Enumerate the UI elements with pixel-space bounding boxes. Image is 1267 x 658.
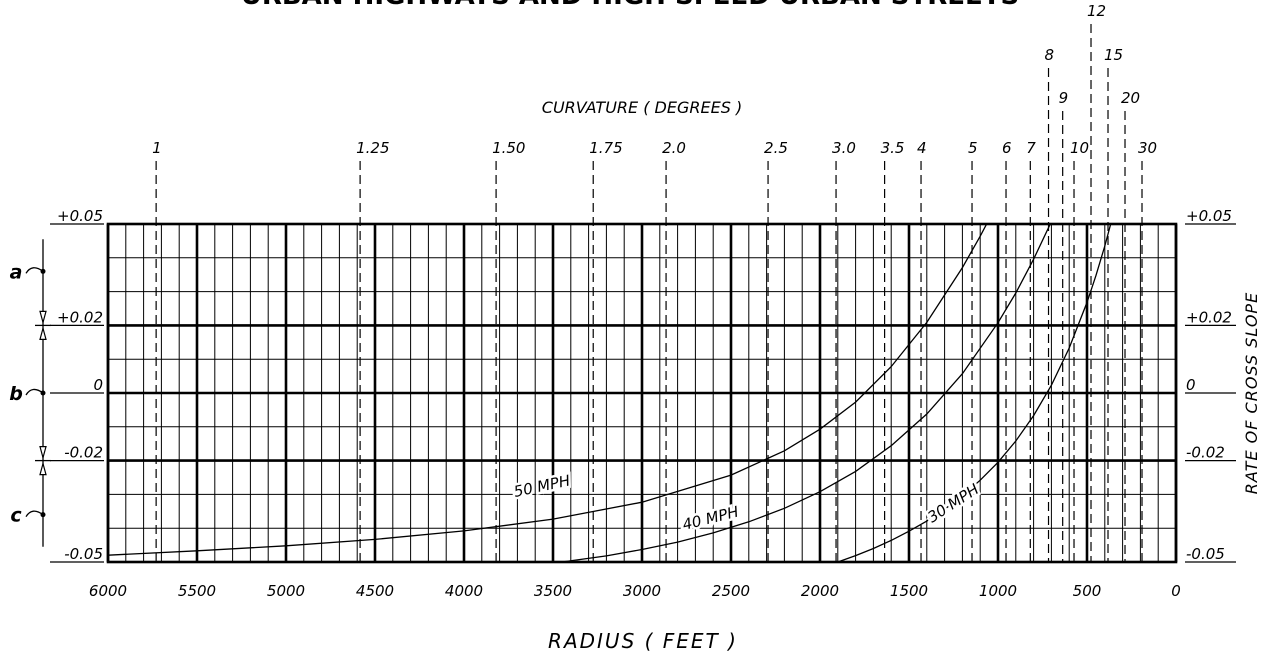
x-axis-title: RADIUS ( FEET ) <box>548 629 738 653</box>
y-tick-label-right: +0.02 <box>1186 308 1232 326</box>
y-tick-label-left: -0.05 <box>64 545 103 563</box>
x-tick-label: 0 <box>1171 582 1181 600</box>
zone-dot <box>40 390 46 396</box>
x-tick-label: 4000 <box>445 582 483 600</box>
zone-dot <box>40 512 46 518</box>
series-curve <box>108 224 988 556</box>
curvature-tick-label: 2.0 <box>662 139 686 157</box>
y-axis-title: RATE OF CROSS SLOPE <box>1242 292 1261 494</box>
curvature-tick-label: 2.5 <box>764 139 788 157</box>
curvature-tick-label: 30 <box>1138 139 1157 157</box>
x-tick-label: 6000 <box>89 582 127 600</box>
plot-frame <box>106 222 1178 564</box>
series-label: 30 MPH <box>924 480 982 526</box>
zone-label: b <box>9 383 23 405</box>
x-tick-label: 1000 <box>979 582 1017 600</box>
x-tick-label: 500 <box>1073 582 1102 600</box>
zone-leader <box>25 510 44 518</box>
series-curve <box>837 224 1112 562</box>
curvature-tick-label: 1.50 <box>492 139 525 157</box>
y-tick-label-right: +0.05 <box>1186 207 1232 225</box>
y-tick-label-left: +0.05 <box>57 207 103 225</box>
zone-leader <box>25 267 44 274</box>
grid <box>106 222 1178 564</box>
arrow-down-icon <box>39 446 47 460</box>
y-tick-label-right: 0 <box>1186 376 1196 394</box>
series-label: 50 MPH <box>512 471 572 500</box>
curvature-tick-label: 3.5 <box>881 139 905 157</box>
curvature-tick-label: 1 <box>152 139 162 157</box>
arrow-down-icon <box>39 310 47 325</box>
curvature-tick-label: 7 <box>1026 139 1036 157</box>
curvature-tick-label: 5 <box>968 139 978 157</box>
x-tick-label: 1500 <box>890 582 928 600</box>
zone-leader <box>25 388 44 396</box>
y-tick-label-left: -0.02 <box>64 444 103 462</box>
curvature-tick-label: 1.25 <box>356 139 389 157</box>
zone-label: c <box>10 505 22 527</box>
x-tick-label: 3500 <box>534 582 572 600</box>
series-curve <box>561 224 1051 562</box>
curvature-tick-label: 3.0 <box>832 139 856 157</box>
x-tick-label: 5000 <box>267 582 305 600</box>
arrow-up-icon <box>39 326 47 340</box>
x-tick-label: 5500 <box>178 582 216 600</box>
y-tick-label-right: -0.05 <box>1186 545 1225 563</box>
curvature-tick-label: 9 <box>1059 89 1069 107</box>
chart-title: URBAN HIGHWAYS AND HIGH SPEED URBAN STRE… <box>241 0 1020 11</box>
zone-label: a <box>10 261 23 283</box>
y-tick-label-left: 0 <box>93 376 103 394</box>
top-axis-title: CURVATURE ( DEGREES ) <box>542 98 742 117</box>
zone-dot <box>40 268 46 274</box>
curvature-tick-label: 20 <box>1121 89 1140 107</box>
curvature-tick-label: 6 <box>1002 139 1012 157</box>
curvature-tick-label: 10 <box>1070 139 1089 157</box>
radius-scale: 6000 5500 5000 4500 4000 3500 3000 2500 2000 1500… <box>89 582 1181 600</box>
curvature-tick-label: 1.75 <box>589 139 622 157</box>
cross-slope-scale: +0.05 +0.05 +0.02 +0.02 0 0 -0.02 -0.02 -0.05 -0.… <box>50 207 1236 563</box>
x-tick-label: 4500 <box>356 582 394 600</box>
x-tick-label: 2500 <box>712 582 750 600</box>
curvature-tick-label: 4 <box>917 139 927 157</box>
x-tick-label: 3000 <box>623 582 661 600</box>
arrow-up-icon <box>39 461 47 476</box>
curvature-tick-label: 15 <box>1104 46 1123 64</box>
y-tick-label-right: -0.02 <box>1186 444 1225 462</box>
curvature-tick-label: 8 <box>1045 46 1055 64</box>
curvature-tick-label: 12 <box>1087 2 1106 20</box>
zone-indicator: a b c <box>9 239 51 547</box>
y-tick-label-left: +0.02 <box>57 308 103 326</box>
x-tick-label: 2000 <box>801 582 839 600</box>
curvature-scale: 1 1.25 1.50 1.75 2.0 2.5 3.0 3.5 4 5 6 7 8 9 10 12 15 20 3… <box>152 2 1157 562</box>
